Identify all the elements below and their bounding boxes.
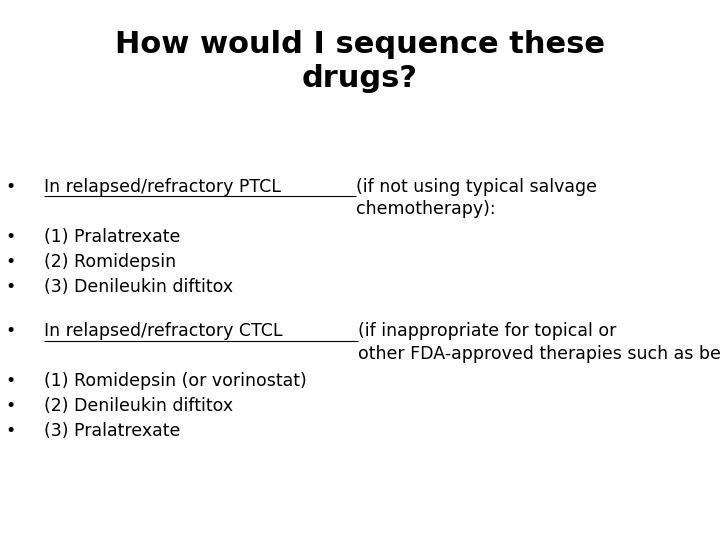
Text: (2) Romidepsin: (2) Romidepsin bbox=[43, 253, 176, 271]
Text: •: • bbox=[6, 228, 16, 246]
Text: •: • bbox=[6, 322, 16, 340]
Text: (3) Pralatrexate: (3) Pralatrexate bbox=[43, 422, 180, 441]
Text: (3) Denileukin diftitox: (3) Denileukin diftitox bbox=[43, 278, 233, 296]
Text: (1) Pralatrexate: (1) Pralatrexate bbox=[43, 228, 180, 246]
Text: •: • bbox=[6, 373, 16, 390]
Text: •: • bbox=[6, 253, 16, 271]
Text: (1) Romidepsin (or vorinostat): (1) Romidepsin (or vorinostat) bbox=[43, 373, 306, 390]
Text: How would I sequence these
drugs?: How would I sequence these drugs? bbox=[115, 30, 605, 92]
Text: In relapsed/refractory PTCL: In relapsed/refractory PTCL bbox=[43, 178, 286, 196]
Text: •: • bbox=[6, 278, 16, 296]
Text: •: • bbox=[6, 178, 16, 196]
Text: •: • bbox=[6, 397, 16, 415]
Text: In relapsed/refractory CTCL: In relapsed/refractory CTCL bbox=[43, 322, 287, 340]
Text: (2) Denileukin diftitox: (2) Denileukin diftitox bbox=[43, 397, 233, 415]
Text: •: • bbox=[6, 422, 16, 441]
Text: (if inappropriate for topical or
other FDA-approved therapies such as bexarotene: (if inappropriate for topical or other F… bbox=[359, 322, 720, 363]
Text: (if not using typical salvage
chemotherapy):: (if not using typical salvage chemothera… bbox=[356, 178, 598, 218]
